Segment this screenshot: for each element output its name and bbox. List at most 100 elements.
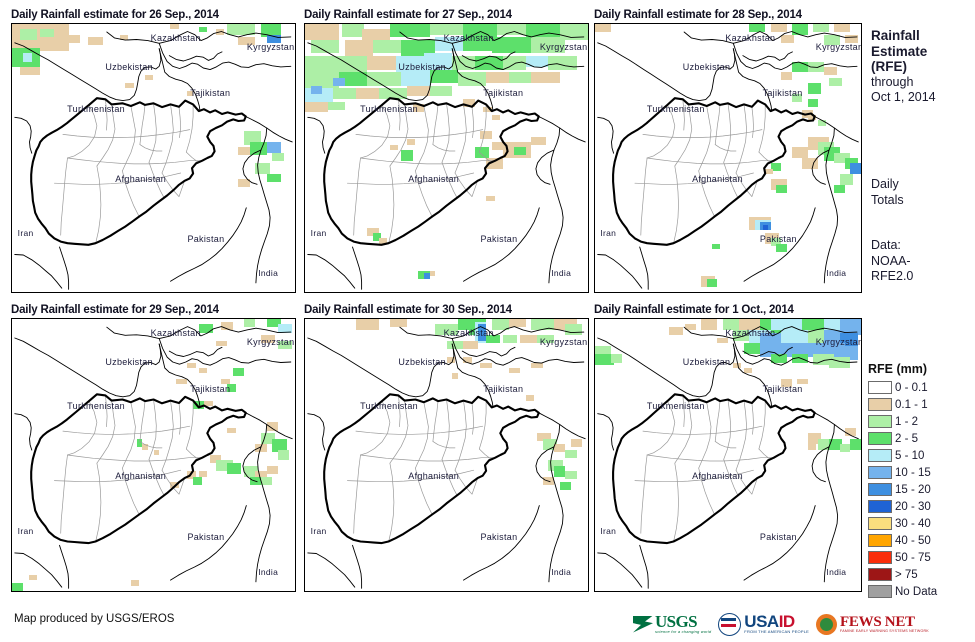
- rainfall-cell: [781, 319, 808, 333]
- international-border: [548, 127, 564, 284]
- rainfall-cell: [807, 99, 819, 108]
- afghanistan-border: [323, 97, 540, 246]
- province-border: [398, 395, 401, 428]
- legend-item: 0 - 0.1: [868, 379, 975, 396]
- province-border: [355, 129, 484, 138]
- rainfall-cell: [305, 101, 328, 113]
- international-border: [732, 343, 773, 408]
- province-border: [471, 106, 475, 138]
- rainfall-cell: [266, 465, 278, 475]
- data-source-line1: Data:: [871, 238, 901, 252]
- rainfall-cell: [770, 163, 782, 172]
- map-frame[interactable]: Kazakhstan Kyrgyzstan Uzbekistan Tajikistan…: [594, 318, 862, 592]
- rainfall-cell: [227, 427, 236, 434]
- map-raster: Kazakhstan Kyrgyzstan Uzbekistan Tajikistan…: [305, 319, 588, 591]
- country-label: Uzbekistan: [682, 61, 731, 72]
- usgs-logo: USGS science for a changing world: [633, 609, 711, 639]
- map-vector-layer: [597, 31, 859, 290]
- fewsnet-logo-tagline: FAMINE EARLY WARNING SYSTEMS NETWORK: [840, 629, 929, 633]
- rainfall-cell: [429, 24, 464, 35]
- rainfall-cell: [153, 449, 160, 455]
- international-border: [597, 42, 736, 102]
- rainfall-cell: [463, 24, 498, 38]
- legend-item: > 75: [868, 566, 975, 583]
- province-border: [441, 102, 450, 163]
- rainfall-cell: [531, 72, 560, 83]
- rainfall-cell: [344, 40, 373, 57]
- international-border: [170, 207, 247, 282]
- province-border: [185, 400, 194, 450]
- rainfall-cell: [802, 343, 824, 358]
- province-border: [646, 104, 676, 159]
- map-frame[interactable]: Kazakhstan Kyrgyzstan Uzbekistan Tajikistan…: [304, 23, 589, 293]
- rainfall-cell: [210, 455, 222, 464]
- country-label: Iran: [310, 525, 327, 536]
- province-border: [353, 157, 361, 236]
- rainfall-cell: [765, 168, 774, 175]
- country-label: Uzbekistan: [398, 357, 446, 368]
- rainfall-cell: [198, 324, 213, 333]
- map-frame[interactable]: Kazakhstan Kyrgyzstan Uzbekistan Tajikistan…: [11, 318, 296, 592]
- afghanistan-border: [612, 97, 816, 246]
- international-border: [538, 116, 586, 143]
- daily-label-line2: Totals: [871, 192, 904, 207]
- map-frame[interactable]: Kazakhstan Kyrgyzstan Uzbekistan Tajikistan…: [11, 23, 296, 293]
- international-border: [463, 207, 540, 282]
- rainfall-cell: [266, 34, 281, 43]
- rainfall-cell: [272, 152, 284, 161]
- province-border: [67, 454, 203, 462]
- data-source-line3: RFE2.0: [871, 269, 914, 283]
- rainfall-cell: [845, 34, 859, 43]
- country-label: Iran: [310, 227, 327, 238]
- rainfall-cell: [839, 346, 859, 360]
- province-border: [471, 402, 475, 435]
- province-border: [646, 454, 775, 462]
- legend-label: 40 - 50: [895, 534, 931, 547]
- rainfall-cell: [238, 37, 256, 46]
- rainfall-cell: [136, 438, 143, 447]
- rainfall-cell: [791, 93, 803, 102]
- province-border: [714, 441, 737, 449]
- international-border: [242, 446, 262, 483]
- province-border: [642, 129, 763, 138]
- province-border: [415, 105, 429, 172]
- international-border: [59, 544, 70, 589]
- legend-swatch: [868, 381, 892, 394]
- afghanistan-border: [30, 97, 247, 246]
- international-border: [451, 42, 585, 71]
- international-border: [538, 412, 586, 440]
- province-border: [478, 151, 496, 163]
- rainfall-cell: [508, 319, 526, 328]
- rfe-through-line2: Oct 1, 2014: [871, 90, 936, 104]
- map-frame[interactable]: Kazakhstan Kyrgyzstan Uzbekistan Tajikistan…: [304, 318, 589, 592]
- rainfall-cell: [791, 61, 808, 73]
- international-border: [307, 337, 455, 398]
- legend-swatch: [868, 466, 892, 479]
- province-border: [388, 165, 395, 244]
- province-border: [415, 401, 429, 469]
- province-border: [95, 462, 102, 542]
- rainfall-cell: [829, 357, 851, 368]
- legend-swatch: [868, 568, 892, 581]
- rainfall-cell: [791, 147, 808, 158]
- legend-item: 20 - 30: [868, 498, 975, 515]
- province-border: [139, 104, 146, 145]
- province-border: [360, 104, 391, 159]
- country-label: Kyrgyzstan: [246, 42, 295, 53]
- legend-item: 2 - 5: [868, 430, 975, 447]
- province-border: [139, 441, 163, 449]
- rainfall-cell: [378, 88, 407, 100]
- international-border: [811, 446, 830, 483]
- rainfall-cell: [717, 338, 728, 344]
- rainfall-cell: [389, 144, 399, 150]
- country-label: Kyrgyzstan: [539, 42, 588, 53]
- legend-title: RFE (mm): [868, 362, 928, 376]
- legend-swatch: [868, 483, 892, 496]
- map-frame[interactable]: Kazakhstan Kyrgyzstan Uzbekistan Tajikistan…: [594, 23, 862, 293]
- rainfall-cell: [215, 460, 233, 472]
- rainfall-cell: [850, 438, 861, 450]
- rainfall-cell: [554, 444, 566, 453]
- province-border: [758, 151, 775, 163]
- rainfall-cell: [401, 149, 413, 161]
- country-label: Kyrgyzstan: [246, 337, 295, 348]
